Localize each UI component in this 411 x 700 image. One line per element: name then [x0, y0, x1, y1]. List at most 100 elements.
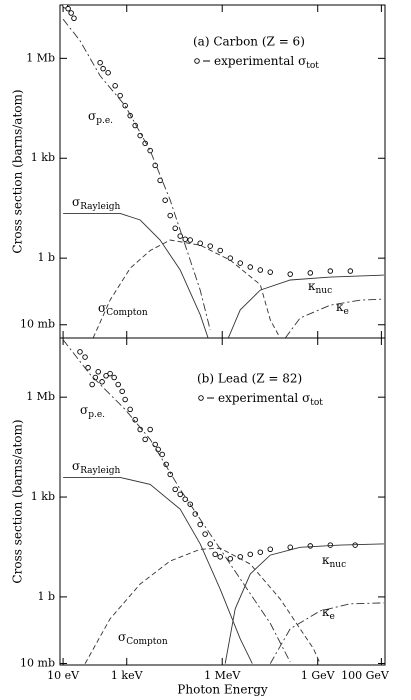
data-point: [207, 243, 213, 249]
data-point: [142, 436, 148, 443]
data-point: [177, 233, 183, 239]
data-point: [217, 554, 223, 560]
data-point: [122, 396, 128, 403]
label-text: σ: [72, 459, 80, 473]
label-subscript: Rayleigh: [80, 202, 120, 212]
data-point: [327, 542, 334, 548]
label-subscript: e: [330, 612, 335, 622]
y-tick-label: 10 mb: [20, 318, 55, 331]
curve: [92, 239, 281, 338]
data-point: [267, 269, 274, 275]
curve: [63, 212, 209, 338]
label-text: κ: [322, 553, 330, 567]
label-text: σ: [98, 301, 106, 315]
data-point: [77, 349, 83, 355]
curve: [227, 274, 384, 338]
y-tick-label: 1 Mb: [26, 390, 55, 403]
data-point: [237, 260, 243, 266]
data-point: [159, 451, 165, 458]
x-tick-label: 1 MeV: [204, 669, 241, 682]
data-point: [95, 369, 101, 375]
data-point: [122, 102, 128, 109]
label-subscript: Rayleigh: [80, 466, 120, 476]
data-point: [68, 10, 74, 16]
label-text: experimental σ: [218, 391, 310, 405]
data-point: [85, 364, 91, 371]
curve: [269, 602, 384, 664]
label-text: σ: [80, 403, 88, 417]
data-point: [227, 556, 234, 562]
plot-frame: [59, 337, 386, 666]
panel-title: (b) Lead (Z = 82): [197, 372, 302, 386]
data-point: [167, 471, 173, 478]
data-point: [257, 267, 264, 273]
data-point: [152, 441, 158, 448]
data-point: [187, 237, 193, 243]
data-point: [65, 5, 71, 12]
x-axis-label: Photon Energy: [177, 683, 268, 697]
data-point: [103, 373, 109, 379]
data-point: [105, 69, 111, 76]
label-subscript: p.e.: [96, 116, 113, 126]
data-point: [172, 225, 178, 232]
x-tick-label: 100 GeV: [341, 669, 390, 682]
curve-label: σCompton: [98, 301, 148, 318]
data-point: [257, 549, 264, 555]
curve: [62, 339, 291, 663]
data-point: [212, 551, 218, 558]
legend-marker: [198, 395, 204, 401]
data-point: [182, 496, 188, 502]
curve-label: σCompton: [118, 630, 168, 647]
label-text: κ: [308, 279, 316, 293]
data-point: [127, 406, 133, 413]
panel-title: (a) Carbon (Z = 6): [193, 35, 305, 49]
curve: [224, 543, 384, 664]
curve-label: σp.e.: [80, 403, 105, 420]
curve: [63, 476, 253, 664]
label-subscript: nuc: [316, 286, 333, 296]
data-point: [162, 197, 168, 203]
legend-label: experimental σtot: [214, 54, 319, 71]
label-subscript: e: [344, 307, 349, 317]
curve-label: κnuc: [322, 553, 346, 570]
data-point: [111, 374, 117, 381]
data-point: [82, 354, 88, 360]
label-subscript: tot: [310, 398, 323, 408]
data-point: [287, 544, 293, 551]
data-point: [307, 543, 314, 549]
data-point: [327, 268, 334, 274]
data-point: [287, 271, 293, 277]
curve-label: σp.e.: [88, 109, 113, 126]
curve-label: κe: [336, 300, 349, 317]
y-tick-label: 1 Mb: [26, 51, 55, 64]
data-point: [132, 416, 138, 423]
label-subscript: p.e.: [88, 410, 105, 420]
x-tick-label: 1 GeV: [301, 669, 336, 682]
label-subscript: Compton: [126, 637, 168, 647]
legend-marker: [194, 58, 200, 64]
data-point: [147, 426, 153, 433]
data-point: [247, 264, 254, 270]
data-point: [267, 546, 274, 553]
data-point: [117, 92, 123, 99]
data-point: [167, 212, 173, 219]
data-point: [347, 268, 354, 274]
data-point: [99, 379, 105, 385]
data-point: [112, 83, 118, 89]
curve: [84, 547, 321, 664]
label-subscript: Compton: [106, 308, 148, 318]
data-point: [207, 541, 213, 547]
label-subscript: nuc: [330, 560, 347, 570]
curve: [62, 18, 211, 331]
y-tick-label: 1 kb: [31, 151, 55, 164]
plot-area: [62, 5, 384, 338]
y-tick-label: 1 b: [37, 590, 55, 603]
y-axis-label: Cross section (barns/atom): [11, 89, 25, 253]
data-point: [132, 122, 138, 129]
data-point: [97, 59, 103, 66]
data-point: [71, 15, 77, 22]
label-text: κ: [322, 605, 330, 619]
data-point: [89, 381, 95, 388]
data-point: [197, 240, 203, 247]
